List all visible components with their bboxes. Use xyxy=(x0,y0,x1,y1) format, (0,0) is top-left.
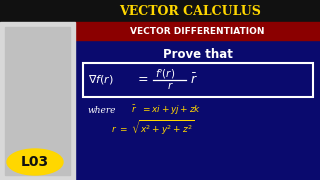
Text: $\bar{r}$: $\bar{r}$ xyxy=(190,72,198,87)
Text: $r\ =\ \sqrt{x^2+y^2+z^2}$: $r\ =\ \sqrt{x^2+y^2+z^2}$ xyxy=(111,118,195,138)
Text: =: = xyxy=(138,73,148,86)
Text: where: where xyxy=(88,105,116,114)
Bar xyxy=(75,22,320,40)
FancyBboxPatch shape xyxy=(83,62,313,96)
Text: $\bar{r}$  $= xi + yj + zk$: $\bar{r}$ $= xi + yj + zk$ xyxy=(131,103,202,117)
Text: Prove that: Prove that xyxy=(163,48,232,60)
Ellipse shape xyxy=(7,149,63,175)
Bar xyxy=(0,0,320,22)
Text: $\nabla f(r)$: $\nabla f(r)$ xyxy=(88,73,114,86)
Text: VECTOR DIFFERENTIATION: VECTOR DIFFERENTIATION xyxy=(130,26,264,35)
Text: $f'(r)$: $f'(r)$ xyxy=(155,68,175,81)
Text: L03: L03 xyxy=(21,155,49,169)
Bar xyxy=(5,27,70,175)
Text: VECTOR CALCULUS: VECTOR CALCULUS xyxy=(119,4,261,17)
Text: $r$: $r$ xyxy=(167,80,174,91)
Bar xyxy=(0,22,75,180)
